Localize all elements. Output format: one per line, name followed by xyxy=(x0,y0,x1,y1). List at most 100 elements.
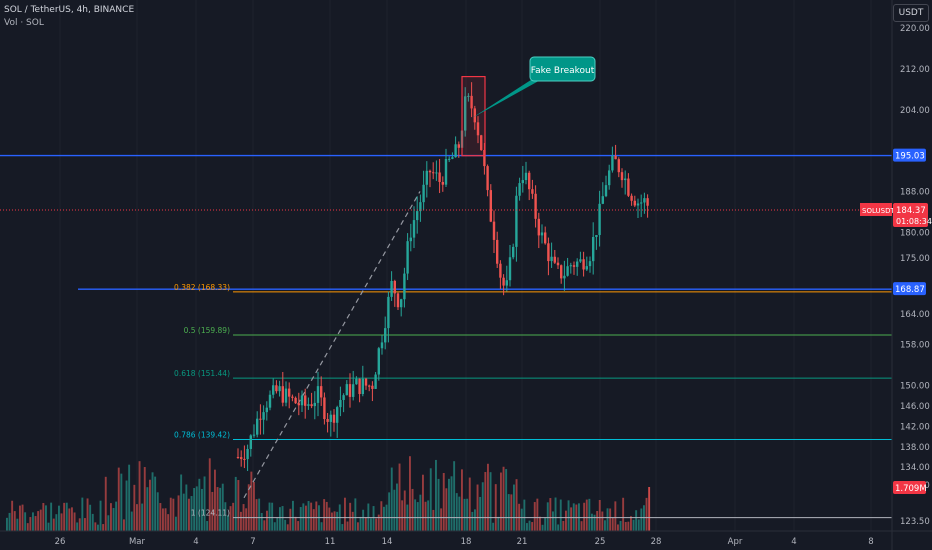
candle-body-66 xyxy=(448,158,451,160)
volume-bar-74 xyxy=(198,478,201,531)
volume-bar-66 xyxy=(177,495,180,531)
volume-bar-29 xyxy=(81,497,84,531)
candle-body-89 xyxy=(521,180,524,184)
candle-body-63 xyxy=(438,172,441,182)
candle-body-23 xyxy=(310,404,313,407)
price-candles xyxy=(236,82,649,472)
symbol-title[interactable]: SOL / TetherUS, 4h, BINANCE xyxy=(4,5,135,15)
candle-body-68 xyxy=(454,144,457,158)
candle-body-57 xyxy=(419,202,422,212)
volume-bar-32 xyxy=(89,504,92,531)
currency-button[interactable]: USDT xyxy=(893,4,929,22)
volume-bar-94 xyxy=(250,471,253,531)
candle-body-5 xyxy=(252,434,256,436)
volume-bar-39 xyxy=(107,515,110,531)
candle-body-84 xyxy=(505,280,508,286)
volume-bar-223 xyxy=(585,499,588,531)
volume-bar-150 xyxy=(396,483,398,531)
volume-bar-3 xyxy=(13,511,16,531)
volume-bar-153 xyxy=(403,490,406,531)
y-tick-label: 138.00 xyxy=(900,443,930,453)
volume-bar-177 xyxy=(466,498,469,531)
candle-body-105 xyxy=(572,265,576,267)
volume-bar-162 xyxy=(427,500,430,531)
volume-bar-41 xyxy=(112,508,115,531)
volume-bar-226 xyxy=(593,514,596,531)
volume-legend[interactable]: Vol · SOL xyxy=(4,18,44,28)
volume-bar-35 xyxy=(97,524,99,531)
x-tick-label: 7 xyxy=(250,537,255,547)
volume-bar-117 xyxy=(310,502,313,531)
candle-body-82 xyxy=(499,263,502,278)
candle-body-47 xyxy=(387,296,390,329)
volume-bar-133 xyxy=(351,511,354,531)
volume-bar-102 xyxy=(271,502,274,531)
fib-label-1: 0.5 (159.89) xyxy=(184,326,230,335)
candle-body-4 xyxy=(249,435,252,449)
volume-bar-136 xyxy=(359,516,362,531)
volume-bar-238 xyxy=(624,521,627,531)
volume-bar-106 xyxy=(281,506,284,531)
volume-bar-225 xyxy=(591,513,593,531)
candle-body-49 xyxy=(393,280,396,294)
candle-body-91 xyxy=(528,172,531,190)
fib-label-2: 0.618 (151.44) xyxy=(174,369,230,378)
candle-body-11 xyxy=(272,385,275,395)
volume-bar-180 xyxy=(474,509,476,531)
volume-bar-42 xyxy=(115,501,118,531)
candle-body-104 xyxy=(569,265,572,267)
volume-bar-103 xyxy=(273,522,276,531)
candle-body-123 xyxy=(630,195,633,201)
volume-bar-135 xyxy=(357,522,359,531)
candle-body-20 xyxy=(300,395,304,406)
volume-bar-63 xyxy=(169,497,172,531)
x-tick-label: Mar xyxy=(129,537,146,547)
volume-bar-65 xyxy=(175,516,177,531)
candle-body-7 xyxy=(259,418,262,420)
volume-bar-51 xyxy=(138,461,141,531)
volume-bar-118 xyxy=(312,509,315,531)
volume-bar-196 xyxy=(515,479,518,531)
candle-body-51 xyxy=(400,299,403,308)
marker-resistance-bg xyxy=(893,148,926,162)
volume-bar-158 xyxy=(416,502,419,531)
volume-bar-129 xyxy=(341,524,344,531)
volume-bar-210 xyxy=(552,511,554,531)
volume-bar-149 xyxy=(393,489,396,531)
volume-bar-217 xyxy=(570,507,573,531)
volume-bar-140 xyxy=(370,518,372,531)
candle-body-76 xyxy=(480,135,483,150)
volume-bar-110 xyxy=(292,500,294,531)
marker-volume-bg xyxy=(893,481,926,494)
volume-bar-127 xyxy=(336,511,339,531)
volume-bar-156 xyxy=(411,488,414,531)
volume-bar-55 xyxy=(149,479,151,531)
fib-label-3: 0.786 (139.42) xyxy=(174,431,230,440)
candle-body-100 xyxy=(556,262,560,266)
volume-bar-109 xyxy=(289,508,292,531)
candle-body-16 xyxy=(288,388,291,397)
candle-body-10 xyxy=(268,394,272,408)
volume-bar-30 xyxy=(84,518,86,531)
price-axis[interactable]: 220.00 212.00 204.00 188.00 180.00 175.00 164.… xyxy=(900,24,930,527)
volume-bar-221 xyxy=(580,521,583,531)
time-axis[interactable]: 26 Mar 4 7 11 14 18 21 25 28 Apr 4 8 xyxy=(55,537,874,547)
candle-body-102 xyxy=(563,275,566,279)
volume-bar-151 xyxy=(398,463,401,531)
volume-bar-176 xyxy=(463,498,466,531)
volume-bar-64 xyxy=(172,498,175,531)
candle-body-115 xyxy=(604,185,608,197)
candle-body-90 xyxy=(524,172,528,181)
volume-bar-194 xyxy=(510,494,513,531)
volume-bar-131 xyxy=(346,521,349,531)
candle-body-54 xyxy=(409,237,412,242)
candle-body-67 xyxy=(451,157,454,159)
volume-bar-88 xyxy=(234,476,237,531)
volume-bar-79 xyxy=(211,491,214,531)
candle-body-108 xyxy=(582,259,585,270)
marker-countdown-text: 01:08:34 xyxy=(896,217,932,226)
volume-bar-207 xyxy=(544,517,547,531)
volume-bar-206 xyxy=(541,524,544,531)
